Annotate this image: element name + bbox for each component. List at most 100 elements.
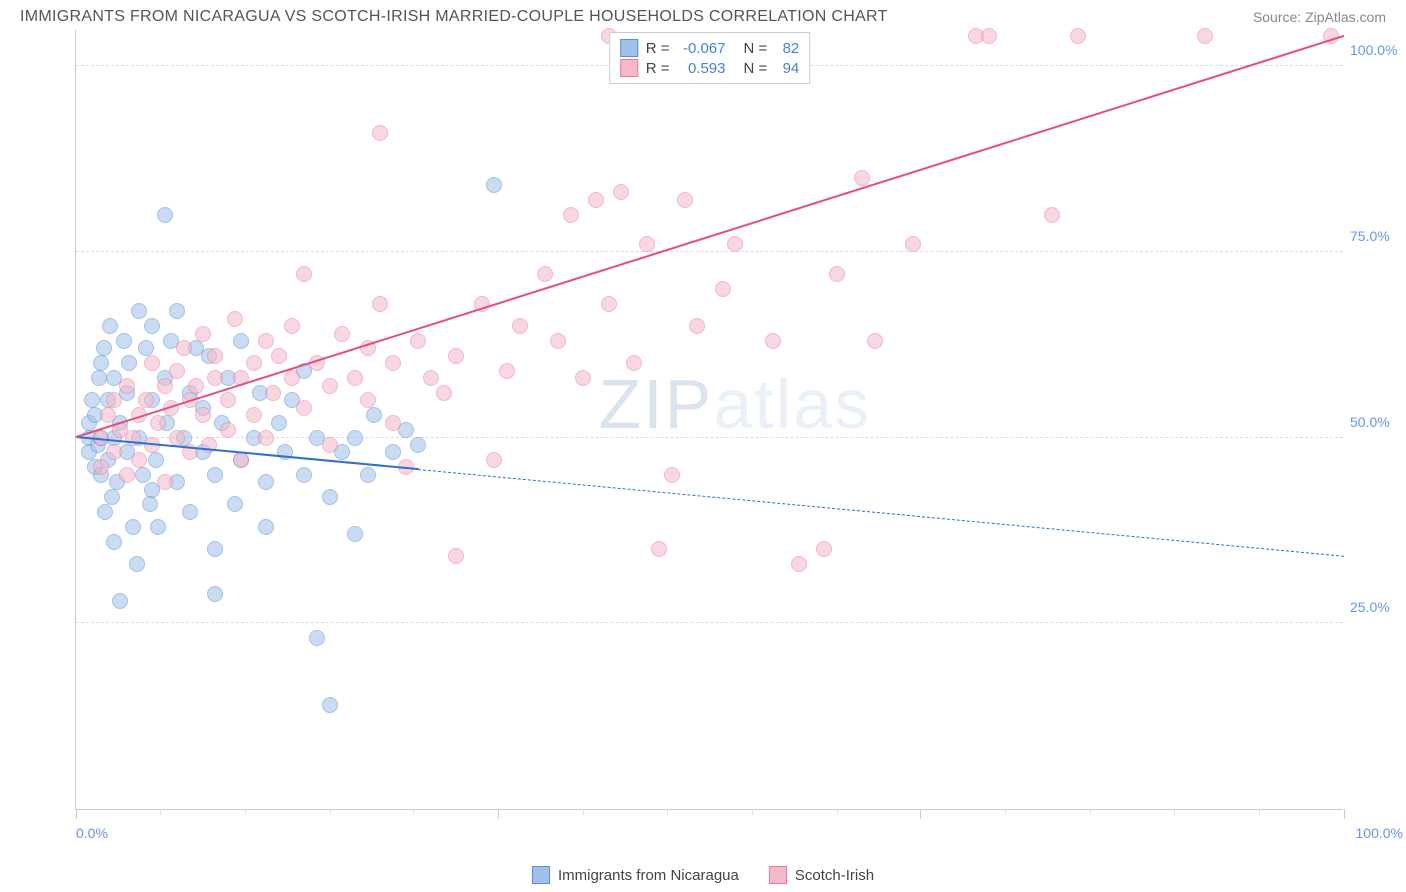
data-point xyxy=(296,467,312,483)
x-tick-major xyxy=(1344,809,1345,819)
data-point xyxy=(195,407,211,423)
legend-swatch xyxy=(532,866,550,884)
data-point xyxy=(106,392,122,408)
data-point xyxy=(537,266,553,282)
data-point xyxy=(188,378,204,394)
data-point xyxy=(258,474,274,490)
data-point xyxy=(176,340,192,356)
data-point xyxy=(258,519,274,535)
data-point xyxy=(169,430,185,446)
data-point xyxy=(385,415,401,431)
data-point xyxy=(854,170,870,186)
stat-n-value: 82 xyxy=(775,40,799,57)
data-point xyxy=(651,541,667,557)
data-point xyxy=(102,318,118,334)
stat-n-label: N = xyxy=(744,40,768,57)
data-point xyxy=(97,504,113,520)
data-point xyxy=(360,467,376,483)
data-point xyxy=(157,378,173,394)
data-point xyxy=(138,392,154,408)
data-point xyxy=(829,266,845,282)
data-point xyxy=(150,415,166,431)
data-point xyxy=(867,333,883,349)
legend-label: Immigrants from Nicaragua xyxy=(558,867,739,884)
y-tick-label: 75.0% xyxy=(1350,228,1405,244)
data-point xyxy=(96,340,112,356)
y-tick-label: 100.0% xyxy=(1350,42,1405,58)
series-swatch xyxy=(620,39,638,57)
data-point xyxy=(271,348,287,364)
data-point xyxy=(135,467,151,483)
x-tick-minor xyxy=(245,809,246,815)
data-point xyxy=(410,333,426,349)
data-point xyxy=(436,385,452,401)
data-point xyxy=(486,452,502,468)
data-point xyxy=(563,207,579,223)
data-point xyxy=(322,697,338,713)
data-point xyxy=(246,407,262,423)
data-point xyxy=(575,370,591,386)
data-point xyxy=(512,318,528,334)
x-tick-minor xyxy=(160,809,161,815)
data-point xyxy=(791,556,807,572)
data-point xyxy=(322,437,338,453)
data-point xyxy=(626,355,642,371)
data-point xyxy=(106,534,122,550)
x-tick-minor xyxy=(413,809,414,815)
data-point xyxy=(271,415,287,431)
data-point xyxy=(588,192,604,208)
x-tick-minor xyxy=(1090,809,1091,815)
data-point xyxy=(1070,28,1086,44)
data-point xyxy=(233,452,249,468)
plot-region: ZIPatlas R =-0.067N =82R =0.593N =94 25.… xyxy=(75,30,1343,810)
data-point xyxy=(905,236,921,252)
data-point xyxy=(372,125,388,141)
data-point xyxy=(258,333,274,349)
stat-r-label: R = xyxy=(646,60,670,77)
legend-label: Scotch-Irish xyxy=(795,867,874,884)
stat-r-label: R = xyxy=(646,40,670,57)
x-tick-major xyxy=(498,809,499,819)
data-point xyxy=(664,467,680,483)
legend-swatch xyxy=(769,866,787,884)
data-point xyxy=(91,370,107,386)
data-point xyxy=(119,467,135,483)
data-point xyxy=(119,378,135,394)
data-point xyxy=(613,184,629,200)
watermark: ZIPatlas xyxy=(598,364,871,444)
data-point xyxy=(322,378,338,394)
trend-line xyxy=(76,34,1345,437)
data-point xyxy=(104,489,120,505)
data-point xyxy=(169,303,185,319)
data-point xyxy=(84,392,100,408)
data-point xyxy=(360,392,376,408)
y-tick-label: 50.0% xyxy=(1350,414,1405,430)
data-point xyxy=(309,630,325,646)
data-point xyxy=(100,407,116,423)
data-point xyxy=(284,318,300,334)
x-tick-major xyxy=(76,809,77,819)
data-point xyxy=(1197,28,1213,44)
data-point xyxy=(385,444,401,460)
data-point xyxy=(246,355,262,371)
x-tick-minor xyxy=(583,809,584,815)
data-point xyxy=(601,296,617,312)
stat-n-value: 94 xyxy=(775,60,799,77)
data-point xyxy=(347,430,363,446)
stat-r-value: 0.593 xyxy=(678,60,726,77)
data-point xyxy=(816,541,832,557)
data-point xyxy=(1044,207,1060,223)
data-point xyxy=(639,236,655,252)
data-point xyxy=(366,407,382,423)
data-point xyxy=(148,452,164,468)
data-point xyxy=(765,333,781,349)
data-point xyxy=(981,28,997,44)
data-point xyxy=(220,392,236,408)
data-point xyxy=(207,541,223,557)
stats-legend-box: R =-0.067N =82R =0.593N =94 xyxy=(609,32,811,84)
data-point xyxy=(322,489,338,505)
data-point xyxy=(131,303,147,319)
data-point xyxy=(112,593,128,609)
data-point xyxy=(138,340,154,356)
legend-item: Scotch-Irish xyxy=(769,866,874,884)
